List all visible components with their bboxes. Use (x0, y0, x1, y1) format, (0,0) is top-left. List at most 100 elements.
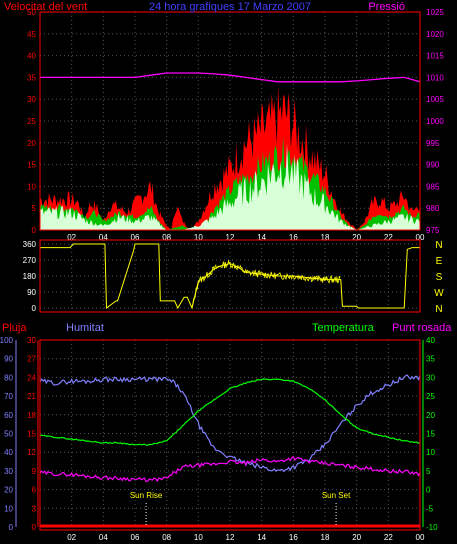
rain-axis: 0 10 20 30 40 50 60 70 80 90 100 (0, 336, 14, 532)
wind-y-tick: 45 (27, 30, 36, 39)
wind-x-tick: 22 (384, 233, 393, 242)
ht-x-tick: 00 (416, 533, 425, 542)
temperature-axis-tick: 10 (426, 448, 435, 457)
wind-y-tick: 30 (27, 95, 36, 104)
compass-letter: E (436, 256, 443, 267)
humidity-axis-tick: 21 (27, 392, 36, 401)
humidity-axis-tick: 24 (27, 373, 36, 382)
wind-x-tick: 14 (257, 233, 266, 242)
temperature-axis-tick: 25 (426, 392, 435, 401)
ht-x-tick: 02 (67, 533, 76, 542)
wind-x-ticks: 02 04 06 08 10 12 14 16 18 20 22 00 (67, 233, 425, 242)
direction-y-ticks: 0 90 180 270 360 (23, 240, 37, 313)
temperature-axis-tick: 40 (426, 336, 435, 345)
wind-y-tick: 15 (27, 161, 36, 170)
compass-letter: N (435, 304, 442, 315)
ht-series (39, 374, 421, 528)
pressure-y-tick: 1025 (426, 8, 444, 17)
wind-y-tick: 50 (27, 8, 36, 17)
rain-axis-tick: 10 (4, 504, 13, 513)
dew-point-label: Punt rosada (392, 322, 452, 334)
ht-x-tick: 18 (321, 533, 330, 542)
wind-y-ticks: 0 5 10 15 20 25 30 35 40 45 50 (27, 8, 36, 235)
ht-x-tick: 20 (352, 533, 361, 542)
wind-y-tick: 40 (27, 52, 36, 61)
humidity-axis-tick: 6 (32, 486, 37, 495)
wind-series (40, 72, 421, 230)
temperature-axis: -10 -5 0 5 10 15 20 25 30 35 40 (426, 336, 438, 532)
temperature-axis-tick: 20 (426, 411, 435, 420)
rain-label: Pluja (2, 322, 27, 334)
pressure-y-tick: 1015 (426, 52, 444, 61)
compass-letter: W (434, 288, 444, 299)
rain-axis-tick: 90 (4, 355, 13, 364)
temperature-axis-tick: 35 (426, 355, 435, 364)
ht-x-tick: 08 (162, 533, 171, 542)
direction-y-tick: 360 (23, 240, 37, 249)
pressure-line (40, 72, 421, 83)
wind-y-tick: 25 (27, 117, 36, 126)
compass-letter: N (435, 240, 442, 251)
wind-x-tick: 18 (321, 233, 330, 242)
wind-x-tick: 06 (131, 233, 140, 242)
pressure-y-tick: 990 (426, 161, 440, 170)
temperature-axis-tick: -10 (426, 523, 438, 532)
humidity-axis-tick: 9 (32, 467, 37, 476)
humidity-axis-tick: 3 (32, 504, 37, 513)
temperature-axis-tick: 0 (426, 486, 431, 495)
wind-y-tick: 5 (32, 204, 37, 213)
direction-line (40, 243, 420, 310)
rain-axis-tick: 0 (9, 523, 14, 532)
temperature-axis-tick: -5 (426, 504, 434, 513)
temperature-axis-tick: 15 (426, 430, 435, 439)
rain-axis-tick: 20 (4, 486, 13, 495)
rain-axis-tick: 100 (0, 336, 14, 345)
ht-x-tick: 12 (226, 533, 235, 542)
sunrise-label: Sun Rise (130, 491, 163, 500)
ht-x-tick: 06 (131, 533, 140, 542)
wind-x-tick: 00 (416, 233, 425, 242)
humidity-axis-tick: 30 (27, 336, 36, 345)
pressure-y-ticks: 975 980 985 990 995 1000 1005 1010 1015 1020 1025 (426, 8, 444, 235)
temperature-line (39, 378, 421, 446)
compass-letter: S (436, 272, 443, 283)
direction-y-tick: 90 (27, 288, 36, 297)
ht-x-tick: 22 (384, 533, 393, 542)
ht-x-tick: 14 (257, 533, 266, 542)
humidity-axis-tick: 15 (27, 430, 36, 439)
wind-x-tick: 04 (99, 233, 108, 242)
ht-x-ticks: 02 04 06 08 10 12 14 16 18 20 22 00 (67, 533, 425, 542)
rain-axis-tick: 50 (4, 430, 13, 439)
pressure-label: Pressió (368, 1, 405, 13)
chart-title: 24 hora grafiques 17 Marzo 2007 (149, 1, 311, 13)
ht-x-tick: 04 (99, 533, 108, 542)
wind-x-tick: 10 (194, 233, 203, 242)
dew-point-line (39, 455, 421, 483)
rain-axis-tick: 70 (4, 392, 13, 401)
humidity-axis-tick: 0 (32, 523, 37, 532)
wind-light-area (40, 143, 420, 230)
direction-grid (40, 240, 421, 312)
wind-x-tick: 12 (226, 233, 235, 242)
humidity-axis-tick: 18 (27, 411, 36, 420)
wind-x-tick: 20 (352, 233, 361, 242)
rain-axis-tick: 30 (4, 467, 13, 476)
direction-y-tick: 270 (23, 256, 37, 265)
pressure-y-tick: 1000 (426, 117, 444, 126)
pressure-y-tick: 1010 (426, 73, 444, 82)
pressure-y-tick: 1020 (426, 30, 444, 39)
wind-x-tick: 02 (67, 233, 76, 242)
sun-markers: Sun Rise Sun Set (130, 491, 351, 527)
humidity-axis: 0 3 6 9 12 15 18 21 24 27 30 (27, 336, 36, 532)
rain-axis-tick: 40 (4, 448, 13, 457)
pressure-y-tick: 985 (426, 182, 440, 191)
temperature-axis-tick: 5 (426, 467, 431, 476)
direction-noise (191, 259, 341, 307)
wind-speed-label: Velocitat del vent (4, 1, 87, 13)
